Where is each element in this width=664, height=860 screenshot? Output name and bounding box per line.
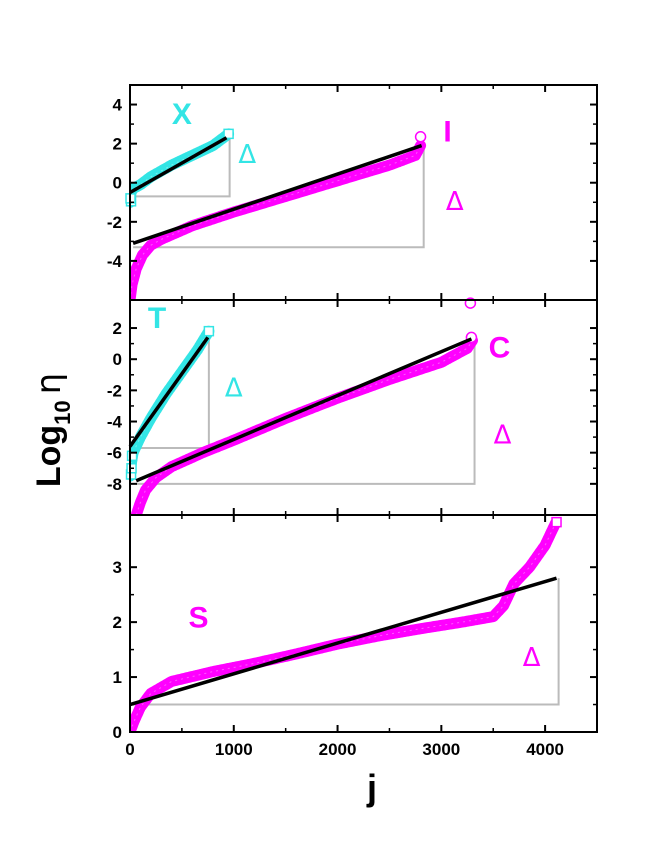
delta-guide-S bbox=[130, 578, 560, 706]
delta-label-I: Δ bbox=[446, 187, 464, 217]
y-tick-label-bottom-0: 0 bbox=[113, 723, 122, 742]
y-axis-title-subscript: 10 bbox=[50, 400, 75, 424]
series-trace-texture-I bbox=[130, 145, 422, 300]
fit-line-X bbox=[129, 136, 228, 195]
series-trace-S bbox=[130, 517, 561, 732]
y-tick-label-top--2: -2 bbox=[107, 213, 122, 232]
y-tick-label-middle-2: 2 bbox=[113, 319, 122, 338]
series-label-X: X bbox=[172, 98, 192, 131]
x-tick-label-2000: 2000 bbox=[319, 740, 357, 759]
series-S bbox=[130, 517, 561, 732]
x-axis-title: j bbox=[366, 767, 377, 808]
delta-label-C: Δ bbox=[494, 420, 512, 450]
y-tick-label-top-2: 2 bbox=[113, 135, 122, 154]
y-axis-title-eta: η bbox=[29, 373, 69, 395]
y-tick-label-top--4: -4 bbox=[107, 252, 123, 271]
delta-label-X: Δ bbox=[238, 140, 256, 170]
fit-line-C bbox=[135, 337, 473, 483]
fit-line-I bbox=[132, 143, 423, 245]
fit-line-T bbox=[128, 336, 210, 448]
marker-T-3 bbox=[203, 325, 215, 337]
panel-data-bottom bbox=[130, 517, 561, 732]
marker-S-0 bbox=[551, 516, 562, 528]
labels-layer: X Δ I Δ T Δ C Δ S Δ bbox=[148, 98, 541, 673]
fit-line-S bbox=[129, 576, 558, 707]
y-tick-label-middle-0: 0 bbox=[113, 350, 122, 369]
panel-data-top bbox=[130, 128, 427, 300]
series-label-S: S bbox=[188, 602, 208, 635]
delta-guide-I bbox=[133, 145, 425, 249]
series-label-T: T bbox=[148, 302, 166, 335]
panel-frame-top bbox=[129, 84, 598, 301]
y-tick-label-middle--8: -8 bbox=[107, 475, 122, 494]
y-tick-label-middle--4: -4 bbox=[107, 413, 123, 432]
y-tick-label-top-0: 0 bbox=[113, 174, 122, 193]
delta-label-T: Δ bbox=[225, 374, 243, 404]
delta-guide-C bbox=[136, 338, 476, 485]
axes-layer: -4 -2 0 2 4 -8 -6 -4 -2 0 2 0 1 2 3 0 1000 2000 3000 4000 bbox=[107, 84, 598, 759]
x-tick-label-0: 0 bbox=[125, 740, 134, 759]
series-label-C: C bbox=[489, 332, 511, 365]
x-tick-label-3000: 3000 bbox=[422, 740, 460, 759]
y-tick-label-middle--2: -2 bbox=[107, 381, 122, 400]
x-tick-label-4000: 4000 bbox=[526, 740, 564, 759]
y-tick-label-top-4: 4 bbox=[113, 96, 123, 115]
marker-I-0 bbox=[414, 131, 427, 143]
y-tick-label-bottom-2: 2 bbox=[113, 613, 122, 632]
marker-X-2 bbox=[223, 128, 234, 140]
y-tick-label-bottom-3: 3 bbox=[113, 558, 122, 577]
series-trace-texture-S bbox=[130, 522, 556, 732]
y-tick-label-middle--6: -6 bbox=[107, 444, 122, 463]
delta-label-S: Δ bbox=[523, 643, 541, 673]
x-tick-label-1000: 1000 bbox=[215, 740, 253, 759]
series-label-I: I bbox=[443, 116, 451, 149]
guide-layer bbox=[130, 137, 560, 706]
panel-frame-bottom bbox=[129, 514, 598, 733]
y-axis-title-main: Log bbox=[30, 425, 68, 487]
series-I bbox=[130, 140, 427, 300]
panel-frame-middle bbox=[129, 299, 598, 516]
marker-T-2 bbox=[126, 450, 138, 462]
series-trace-I bbox=[130, 140, 427, 300]
y-tick-label-bottom-1: 1 bbox=[113, 668, 122, 687]
delta-guide-X bbox=[130, 137, 231, 198]
y-axis-title: Log10 η bbox=[29, 373, 75, 487]
